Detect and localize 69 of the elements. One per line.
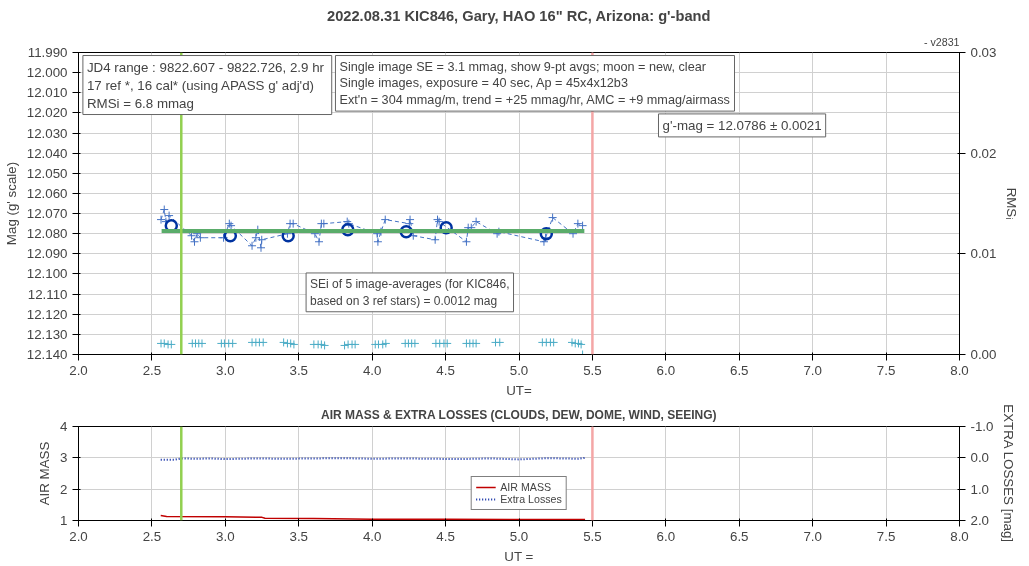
- y2-tick-label: -1.0: [970, 419, 994, 434]
- y2-tick-label: 0.0: [970, 450, 990, 466]
- annotation: Single image SE = 3.1 mmag, show 9-pt avgs; moon = new, clear Single images, exposure = 40 sec, Ap = 45x4x12b3 Ext'n = 304 mmag/m, trend = +25 mmag/hr, AMC = +9 mmag/airmass: [339, 59, 730, 108]
- y-tick-label: 11.990: [27, 45, 68, 60]
- y-tick-label: 12.090: [26, 246, 68, 262]
- y-tick-label: 12.000: [26, 65, 68, 81]
- x-axis-title: UT=: [506, 382, 532, 398]
- x-axis-title: UT =: [504, 548, 534, 564]
- y-axis-title: Mag (g' scale): [3, 161, 19, 246]
- x-tick-label: 5.0: [509, 528, 529, 544]
- x-tick-label: 2.5: [142, 528, 162, 544]
- y2-axis-title: RMSᵢ: [1004, 187, 1020, 220]
- annotation: g'-mag = 12.0786 ± 0.0021: [662, 117, 822, 133]
- y2-tick-label: 2.0: [970, 513, 990, 528]
- x-tick-label: 6.0: [656, 528, 676, 544]
- x-tick-label: 4.0: [362, 362, 382, 378]
- x-tick-label: 2.0: [69, 362, 88, 378]
- x-tick-label: 4.5: [436, 528, 455, 544]
- x-tick-label: 6.0: [656, 362, 676, 378]
- x-tick-label: 2.5: [142, 362, 162, 378]
- x-tick-label: 7.0: [803, 362, 822, 378]
- x-tick-label: 2.0: [69, 528, 88, 544]
- x-tick-label: 3.5: [289, 362, 309, 378]
- chart-title: 2022.08.31 KIC846, Gary, HAO 16" RC, Arizona: g'-band: [326, 7, 711, 24]
- x-tick-label: 4.0: [362, 528, 382, 544]
- x-tick-label: 7.5: [876, 362, 896, 378]
- y-tick-label: 12.120: [26, 306, 68, 322]
- y2-tick-label: 0.03: [970, 45, 997, 60]
- x-tick-label: 3.0: [216, 528, 235, 544]
- y2-tick-label: 0.02: [970, 145, 997, 161]
- y2-tick-label: 1.0: [970, 481, 990, 497]
- legend-label: AIR MASS: [500, 481, 552, 493]
- y-tick-label: 1: [60, 513, 68, 528]
- y-tick-label: 2: [60, 481, 68, 497]
- x-tick-label: 8.0: [950, 528, 969, 544]
- y-tick-label: 12.130: [26, 326, 68, 342]
- y2-tick-label: 0.01: [970, 246, 997, 262]
- annotation: JD4 range : 9822.607 - 9822.726, 2.9 hr 17 ref *, 16 cal* (using APASS g' adj'd) RMSi = 6.8 mmag: [86, 59, 325, 111]
- y-tick-label: 3: [60, 450, 68, 466]
- x-tick-label: 5.5: [583, 528, 602, 544]
- y-tick-label: 12.080: [26, 226, 68, 242]
- x-tick-label: 7.5: [876, 528, 896, 544]
- y-tick-label: 12.140: [26, 347, 68, 362]
- x-tick-label: 6.5: [729, 528, 749, 544]
- x-tick-label: 5.5: [583, 362, 602, 378]
- y-tick-label: 12.070: [26, 206, 68, 222]
- y-tick-label: 12.100: [26, 266, 68, 282]
- x-tick-label: 3.5: [289, 528, 309, 544]
- x-tick-label: 5.0: [509, 362, 529, 378]
- y-tick-label: 12.060: [26, 185, 68, 201]
- x-tick-label: 7.0: [803, 528, 822, 544]
- y-tick-label: 4: [60, 419, 69, 434]
- y-axis-title: AIR MASS: [37, 441, 53, 506]
- y-tick-label: 12.110: [27, 286, 68, 302]
- y2-axis-title: EXTRA LOSSES [mag]: [1001, 404, 1017, 543]
- chart-subtitle: - v2831: [923, 35, 960, 48]
- x-tick-label: 8.0: [950, 362, 969, 378]
- y-tick-label: 12.050: [26, 165, 68, 181]
- y-tick-label: 12.010: [26, 85, 68, 101]
- x-tick-label: 3.0: [216, 362, 235, 378]
- y-tick-label: 12.030: [26, 125, 68, 141]
- y-tick-label: 12.040: [26, 145, 68, 161]
- chart-title: AIR MASS & EXTRA LOSSES (CLOUDS, DEW, DOME, WIND, SEEING): [320, 407, 717, 422]
- x-tick-label: 4.5: [436, 362, 455, 378]
- y-tick-label: 12.020: [26, 105, 68, 121]
- annotation: SEi of 5 image-averages (for KIC846, based on 3 ref stars) = 0.0012 mag: [310, 276, 510, 308]
- legend-label: Extra Losses: [500, 493, 562, 505]
- y2-tick-label: 0.00: [970, 347, 997, 362]
- x-tick-label: 6.5: [729, 362, 749, 378]
